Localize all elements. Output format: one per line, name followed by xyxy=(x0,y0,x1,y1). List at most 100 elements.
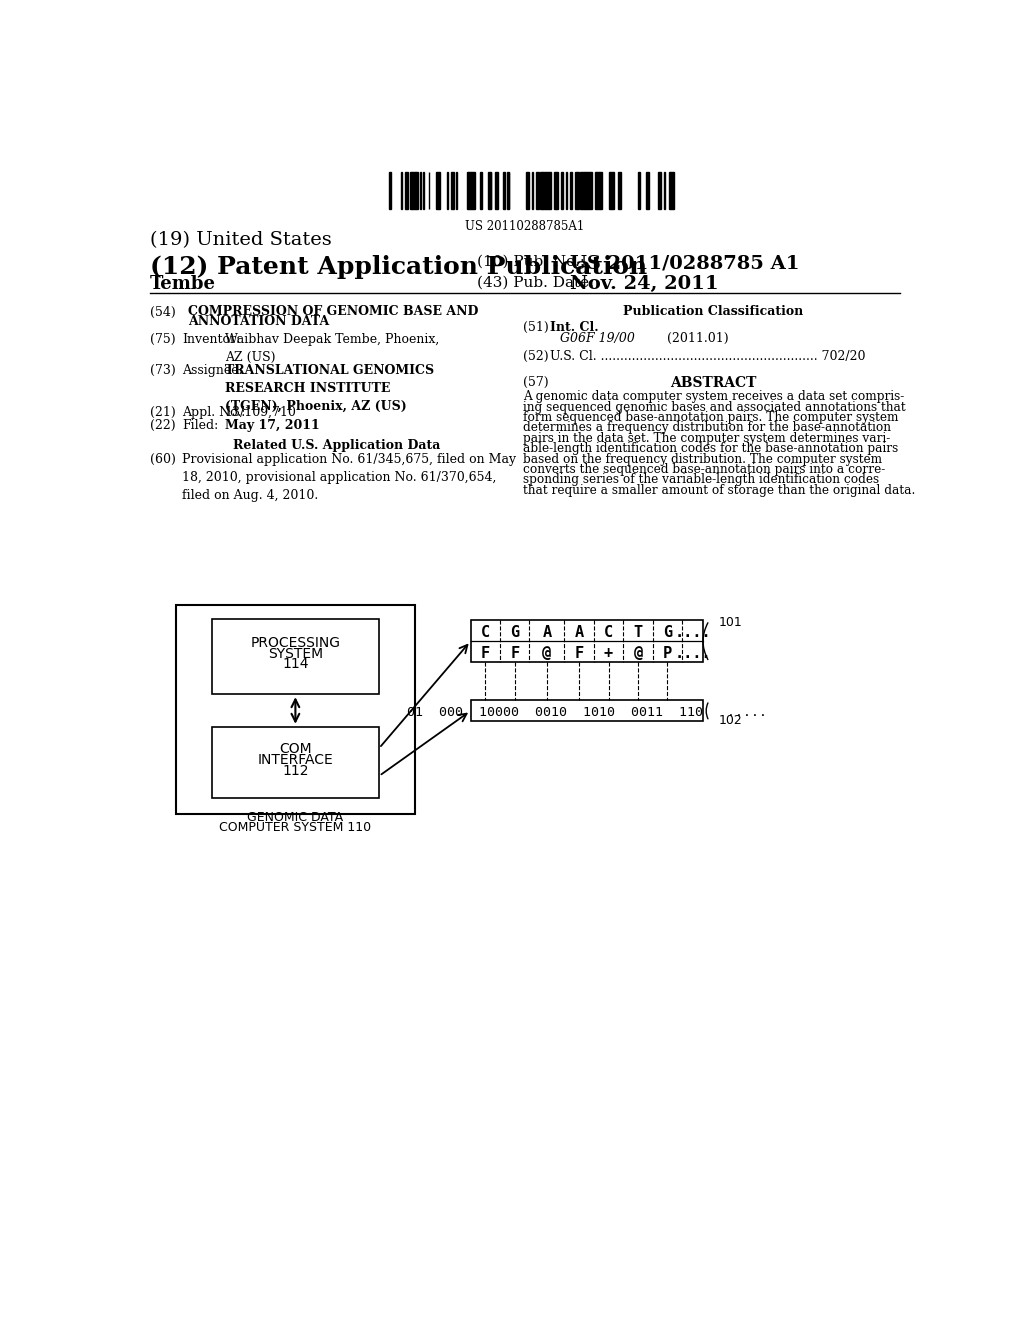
Text: C: C xyxy=(604,626,613,640)
Text: Publication Classification: Publication Classification xyxy=(623,305,803,318)
Bar xyxy=(507,172,509,209)
Text: A genomic data computer system receives a data set compris-: A genomic data computer system receives … xyxy=(523,391,904,403)
Text: US 20110288785A1: US 20110288785A1 xyxy=(465,220,585,234)
Bar xyxy=(469,172,471,209)
Text: (10) Pub. No.:: (10) Pub. No.: xyxy=(477,255,585,269)
Text: 01  000  10000  0010  1010  0011  110   .....: 01 000 10000 0010 1010 0011 110 ..... xyxy=(407,706,767,719)
Text: Tembe: Tembe xyxy=(150,276,216,293)
Text: TRANSLATIONAL GENOMICS
RESEARCH INSTITUTE
(TGEN), Phoenix, AZ (US): TRANSLATIONAL GENOMICS RESEARCH INSTITUT… xyxy=(225,364,434,413)
Bar xyxy=(582,172,585,209)
Text: A: A xyxy=(543,626,552,640)
Text: GENOMIC DATA: GENOMIC DATA xyxy=(248,812,343,825)
Bar xyxy=(212,619,379,694)
Text: (19) United States: (19) United States xyxy=(150,231,332,249)
Text: (21): (21) xyxy=(150,405,175,418)
Text: 13/109,710: 13/109,710 xyxy=(225,405,297,418)
Bar xyxy=(389,172,391,209)
Bar xyxy=(580,172,582,209)
Text: converts the sequenced base-annotation pairs into a corre-: converts the sequenced base-annotation p… xyxy=(523,463,886,477)
Bar xyxy=(471,701,703,721)
Text: (52): (52) xyxy=(523,350,549,363)
Text: (75): (75) xyxy=(150,333,175,346)
Bar xyxy=(446,172,449,209)
Text: US 2011/0288785 A1: US 2011/0288785 A1 xyxy=(569,255,800,273)
Text: PROCESSING: PROCESSING xyxy=(251,636,340,649)
Text: Inventor:: Inventor: xyxy=(182,333,241,346)
Bar xyxy=(600,172,602,209)
Text: (51): (51) xyxy=(523,321,549,334)
Text: 101: 101 xyxy=(719,615,742,628)
Text: determines a frequency distribution for the base-annotation: determines a frequency distribution for … xyxy=(523,421,891,434)
Bar xyxy=(597,172,599,209)
Bar xyxy=(595,172,597,209)
Bar xyxy=(608,172,611,209)
Bar xyxy=(546,172,549,209)
Text: F: F xyxy=(510,645,519,661)
Bar xyxy=(556,172,558,209)
Text: (22): (22) xyxy=(150,420,175,433)
Text: ABSTRACT: ABSTRACT xyxy=(670,376,757,389)
Text: ing sequenced genomic bases and associated annotations that: ing sequenced genomic bases and associat… xyxy=(523,400,906,413)
Text: able-length identification codes for the base-annotation pairs: able-length identification codes for the… xyxy=(523,442,898,455)
Text: (60): (60) xyxy=(150,453,175,466)
Text: Appl. No.:: Appl. No.: xyxy=(182,405,246,418)
Bar xyxy=(526,172,528,209)
Bar xyxy=(541,172,542,209)
Text: (54): (54) xyxy=(150,305,175,318)
Text: @: @ xyxy=(634,645,642,661)
Text: pairs in the data set. The computer system determines vari-: pairs in the data set. The computer syst… xyxy=(523,432,891,445)
Bar xyxy=(536,172,539,209)
Text: that require a smaller amount of storage than the original data.: that require a smaller amount of storage… xyxy=(523,483,915,496)
Text: F: F xyxy=(574,645,584,661)
Text: P: P xyxy=(663,645,672,661)
Bar xyxy=(586,172,589,209)
Text: sponding series of the variable-length identification codes: sponding series of the variable-length i… xyxy=(523,474,880,486)
Bar xyxy=(472,172,475,209)
Text: Filed:: Filed: xyxy=(182,420,218,433)
Bar xyxy=(471,620,703,663)
Bar xyxy=(415,172,417,209)
Bar xyxy=(417,172,418,209)
Bar xyxy=(577,172,579,209)
Text: ....: .... xyxy=(675,645,711,661)
Text: Int. Cl.: Int. Cl. xyxy=(550,321,598,334)
Bar xyxy=(575,172,577,209)
Text: COMPRESSION OF GENOMIC BASE AND: COMPRESSION OF GENOMIC BASE AND xyxy=(188,305,479,318)
Text: (2011.01): (2011.01) xyxy=(667,333,728,346)
Bar xyxy=(617,172,621,209)
Text: U.S. Cl. ........................................................ 702/20: U.S. Cl. ...............................… xyxy=(550,350,865,363)
Text: F: F xyxy=(480,645,489,661)
Bar xyxy=(549,172,551,209)
Bar xyxy=(544,172,546,209)
Text: May 17, 2011: May 17, 2011 xyxy=(225,420,319,433)
Text: Provisional application No. 61/345,675, filed on May
18, 2010, provisional appli: Provisional application No. 61/345,675, … xyxy=(182,453,516,502)
Text: Waibhav Deepak Tembe, Phoenix,
AZ (US): Waibhav Deepak Tembe, Phoenix, AZ (US) xyxy=(225,333,439,364)
Bar xyxy=(412,172,415,209)
Bar xyxy=(585,172,586,209)
Text: (57): (57) xyxy=(523,376,549,388)
Bar xyxy=(561,172,563,209)
Bar xyxy=(638,172,640,209)
Text: 114: 114 xyxy=(283,657,308,672)
Text: SYSTEM: SYSTEM xyxy=(268,647,323,660)
Text: 102: 102 xyxy=(719,714,742,726)
Bar xyxy=(480,172,482,209)
Text: Assignee:: Assignee: xyxy=(182,364,243,378)
Text: (43) Pub. Date:: (43) Pub. Date: xyxy=(477,276,594,289)
Text: (12) Patent Application Publication: (12) Patent Application Publication xyxy=(150,255,647,279)
Text: G: G xyxy=(510,626,519,640)
Text: COM: COM xyxy=(280,742,311,756)
Text: (73): (73) xyxy=(150,364,175,378)
Bar xyxy=(495,172,498,209)
Text: G: G xyxy=(663,626,672,640)
Bar xyxy=(664,172,665,209)
Text: A: A xyxy=(574,626,584,640)
Bar xyxy=(611,172,614,209)
Text: T: T xyxy=(634,626,642,640)
Bar xyxy=(589,172,592,209)
Bar xyxy=(436,172,438,209)
Bar xyxy=(176,605,415,814)
Bar xyxy=(658,172,662,209)
Text: COMPUTER SYSTEM 110: COMPUTER SYSTEM 110 xyxy=(219,821,372,834)
Text: form sequenced base-annotation pairs. The computer system: form sequenced base-annotation pairs. Th… xyxy=(523,411,899,424)
